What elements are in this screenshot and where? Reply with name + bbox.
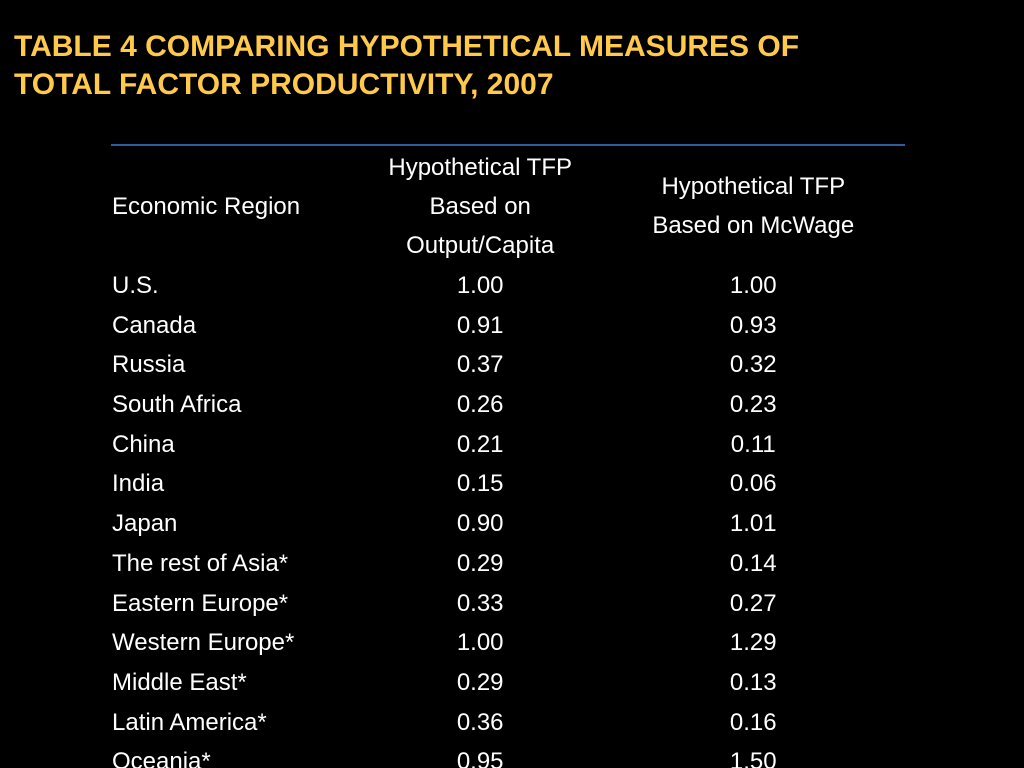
mcwage-tfp-cell: 0.32	[729, 351, 777, 379]
output-tfp-cell: 0.90	[456, 510, 504, 538]
table-row: Canada 0.91 0.93	[112, 306, 902, 346]
header-output-line: Hypothetical TFP	[388, 153, 572, 181]
region-cell: U.S.	[112, 272, 159, 299]
output-tfp-cell: 0.26	[456, 391, 504, 419]
header-mcwage-line: Hypothetical TFP	[661, 173, 846, 200]
table-row: U.S. 1.00 1.00	[112, 266, 902, 306]
mcwage-tfp-cell: 0.06	[729, 470, 777, 498]
mcwage-tfp-cell: 0.16	[729, 708, 777, 736]
output-tfp-cell: 1.00	[456, 629, 504, 657]
mcwage-tfp-cell: 0.13	[729, 668, 777, 696]
table-row: Latin America* 0.36 0.16	[112, 703, 902, 743]
header-economic-region: Economic Region	[112, 192, 301, 220]
title-line-2: TOTAL FACTOR PRODUCTIVITY, 2007	[14, 68, 554, 101]
header-output-line: Based on	[429, 192, 531, 220]
table-row: Japan 0.90 1.01	[112, 504, 902, 544]
mcwage-tfp-cell: 0.27	[729, 589, 777, 617]
output-tfp-cell: 0.15	[456, 470, 504, 498]
header-output-line: Output/Capita	[406, 231, 555, 259]
header-mcwage-line: Based on McWage	[652, 212, 855, 239]
region-cell: Russia	[112, 351, 186, 379]
table-row: India 0.15 0.06	[112, 464, 902, 504]
tfp-table: Economic Region Hypothetical TFP Based o…	[112, 146, 902, 768]
title-line-1: TABLE 4 COMPARING HYPOTHETICAL MEASURES …	[14, 30, 800, 63]
region-cell: Middle East*	[112, 668, 247, 696]
mcwage-tfp-cell: 1.00	[729, 272, 777, 299]
region-cell: India	[112, 470, 165, 498]
mcwage-tfp-cell: 1.29	[729, 629, 777, 657]
output-tfp-cell: 0.29	[456, 668, 504, 696]
region-cell: Oceania*	[112, 748, 211, 768]
table-row: Western Europe* 1.00 1.29	[112, 623, 902, 663]
output-tfp-cell: 0.21	[456, 430, 504, 458]
table-row: China 0.21 0.11	[112, 425, 902, 465]
output-tfp-cell: 0.29	[456, 549, 504, 577]
region-cell: Latin America*	[112, 708, 267, 736]
region-cell: China	[112, 430, 175, 458]
mcwage-tfp-cell: 1.01	[729, 510, 777, 538]
table-row: South Africa 0.26 0.23	[112, 385, 902, 425]
output-tfp-cell: 0.36	[456, 708, 504, 736]
region-cell: Eastern Europe*	[112, 589, 289, 617]
slide-title: TABLE 4 COMPARING HYPOTHETICAL MEASURES …	[14, 28, 1014, 104]
mcwage-tfp-cell: 0.14	[729, 549, 777, 577]
table-row: Eastern Europe* 0.33 0.27	[112, 584, 902, 624]
output-tfp-cell: 0.91	[456, 311, 504, 339]
region-cell: Western Europe*	[112, 629, 295, 657]
output-tfp-cell: 0.33	[456, 589, 504, 617]
output-tfp-cell: 0.95	[456, 748, 504, 768]
output-tfp-cell: 1.00	[456, 272, 504, 299]
header-tfp-output-capita: Hypothetical TFP Based on Output/Capita	[356, 148, 605, 265]
table-top-rule	[111, 144, 905, 146]
mcwage-tfp-cell: 1.50	[729, 748, 777, 768]
region-cell: Canada	[112, 311, 197, 339]
mcwage-tfp-cell: 0.93	[729, 311, 777, 339]
output-tfp-cell: 0.37	[456, 351, 504, 379]
table-row: The rest of Asia* 0.29 0.14	[112, 544, 902, 584]
table-header-row: Economic Region Hypothetical TFP Based o…	[112, 146, 902, 266]
mcwage-tfp-cell: 0.23	[729, 391, 777, 419]
region-cell: Japan	[112, 510, 178, 538]
table-row: Russia 0.37 0.32	[112, 345, 902, 385]
table-row: Middle East* 0.29 0.13	[112, 663, 902, 703]
region-cell: The rest of Asia*	[112, 549, 289, 577]
mcwage-tfp-cell: 0.11	[730, 430, 776, 458]
region-cell: South Africa	[112, 391, 242, 419]
header-tfp-mcwage: Hypothetical TFP Based on McWage	[605, 167, 902, 245]
table-row: Oceania* 0.95 1.50	[112, 742, 902, 768]
